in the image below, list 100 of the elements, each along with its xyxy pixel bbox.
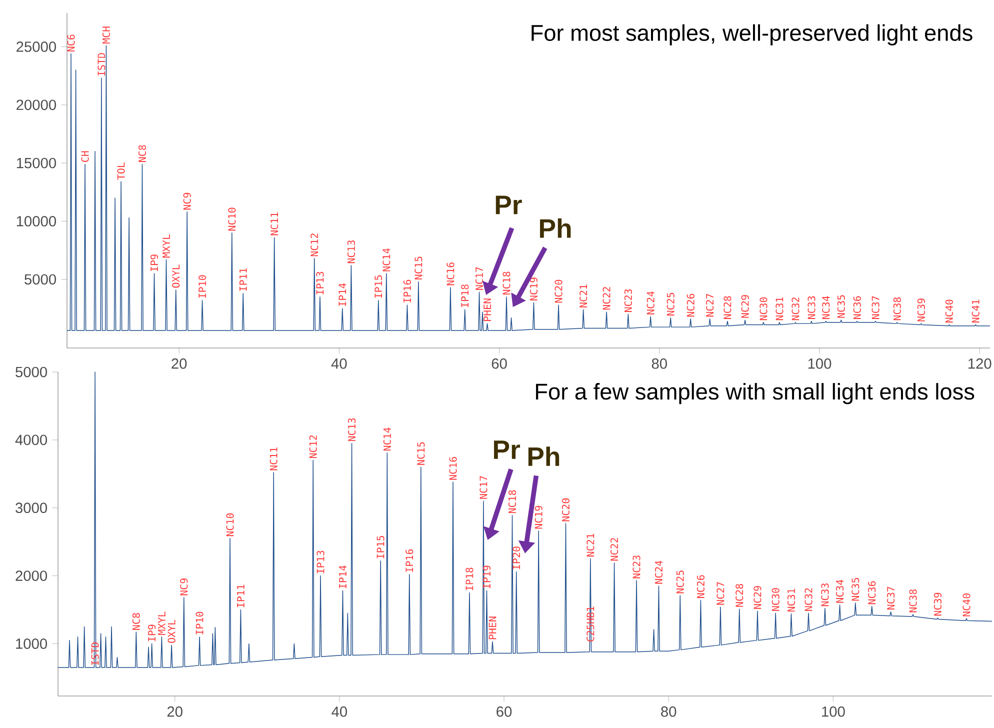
y-tick-label: 5000: [16, 366, 48, 378]
x-tick-label: 100: [808, 358, 832, 369]
annotation: NC12: [309, 435, 317, 458]
annotation: NC25: [676, 570, 684, 594]
annotation: NC14: [383, 428, 391, 451]
y-tick-label: 15000: [16, 158, 56, 168]
annotation: IP14: [338, 283, 346, 306]
annotation: NC19: [530, 278, 538, 300]
x-tick-label: 80: [661, 706, 676, 717]
annotation: NC6: [67, 34, 75, 52]
annotation: NC16: [446, 262, 454, 286]
annotation: OXYL: [172, 264, 180, 288]
annotation: IP10: [196, 612, 204, 634]
y-tick-label: 5000: [24, 274, 56, 285]
annotation: IP16: [406, 549, 414, 572]
annotation: NC32: [804, 588, 812, 611]
annotation: NC16: [449, 457, 457, 480]
annotation: NC29: [741, 295, 749, 318]
annotation: For a few samples with small light ends loss: [536, 383, 974, 404]
annotation: IP9: [148, 624, 156, 642]
annotation: NC8: [132, 613, 140, 630]
y-tick-label: 10000: [16, 216, 56, 226]
annotation: NC19: [534, 506, 542, 529]
annotation: IP11: [239, 268, 247, 291]
annotation: NC30: [760, 297, 768, 320]
annotation: NC35: [837, 295, 845, 318]
annotation: IP18: [461, 284, 469, 308]
annotation: IP18: [466, 568, 474, 590]
annotation: PHEN: [484, 298, 491, 322]
annotation: NC13: [348, 418, 356, 442]
y-tick-label: 1000: [16, 638, 48, 649]
y-tick-label: 25000: [16, 42, 56, 52]
annotation: NC40: [962, 594, 970, 616]
annotation: NC27: [716, 582, 724, 605]
annotation: IP13: [316, 272, 324, 294]
annotation: NC39: [934, 592, 942, 616]
annotation: NC38: [909, 589, 917, 612]
annotation: MCH: [102, 26, 110, 44]
annotation: NC41: [972, 300, 980, 322]
x-tick-label: 20: [167, 706, 182, 717]
annotation: NC36: [853, 296, 861, 319]
annotation: NC23: [632, 556, 640, 578]
annotation: NC36: [868, 581, 876, 604]
line-series: [58, 372, 992, 668]
annotation: PHEN: [488, 616, 496, 640]
annotation: IP10: [198, 275, 206, 298]
annotation: NC26: [686, 294, 694, 317]
annotation: NC34: [822, 296, 830, 319]
annotation: IP19: [482, 566, 491, 588]
annotation: NC31: [776, 297, 784, 320]
x-tick-label: 20: [172, 358, 187, 369]
annotation: NC10: [228, 208, 236, 231]
annotation: NC24: [654, 560, 663, 584]
annotation: TOL: [117, 162, 125, 180]
annotation: ISTD: [98, 53, 106, 76]
y-tick-label: 4000: [15, 434, 48, 446]
annotation: IP13: [316, 550, 324, 574]
annotation: IP15: [376, 536, 384, 558]
annotation: NC33: [808, 296, 816, 319]
x-tick-label: 80: [652, 358, 667, 369]
annotation: NC28: [736, 584, 744, 607]
annotation: NC30: [772, 588, 780, 611]
x-tick-label: 60: [492, 358, 507, 369]
annotation: NC17: [475, 267, 484, 290]
annotation: NC33: [821, 583, 829, 606]
annotation: NC11: [270, 212, 278, 236]
annotation: NC10: [226, 513, 234, 536]
annotation: NC31: [787, 588, 796, 612]
annotation: NC38: [893, 297, 901, 320]
annotation: NC20: [562, 498, 570, 522]
annotation: OXYL: [168, 620, 176, 643]
annotation: ISTD: [91, 642, 99, 665]
annotation: NC35: [852, 578, 860, 601]
annotation: NC15: [414, 256, 422, 280]
annotation: IP16: [403, 280, 412, 302]
annotation: Pr: [494, 440, 520, 459]
annotation: NC34: [836, 580, 844, 603]
annotation: NC9: [183, 192, 191, 210]
x-tick-label: 60: [496, 706, 512, 717]
annotation: Pr: [496, 196, 522, 214]
annotation: IP20: [512, 546, 520, 570]
x-tick-label: 40: [332, 706, 348, 717]
annotation: NC39: [917, 298, 925, 322]
annotation: NC20: [554, 280, 562, 303]
annotation: NC13: [347, 240, 355, 264]
annotation: IP9: [150, 254, 158, 271]
annotation: NC18: [508, 490, 516, 514]
annotation: NC18: [502, 272, 510, 295]
annotation: For most samples, well-preserved light ends: [532, 24, 972, 46]
x-tick-label: 40: [331, 358, 347, 369]
annotation: NC21: [580, 284, 588, 308]
annotation: CH: [81, 151, 89, 162]
annotation: NC37: [872, 296, 880, 319]
annotation: NC12: [310, 234, 318, 256]
annotation: NC22: [602, 287, 610, 310]
annotation: Ph: [528, 446, 560, 466]
annotation: NC11: [270, 448, 278, 470]
annotation: NC37: [887, 586, 895, 610]
y-tick-label: 3000: [16, 502, 48, 514]
annotation: NC15: [417, 442, 425, 465]
